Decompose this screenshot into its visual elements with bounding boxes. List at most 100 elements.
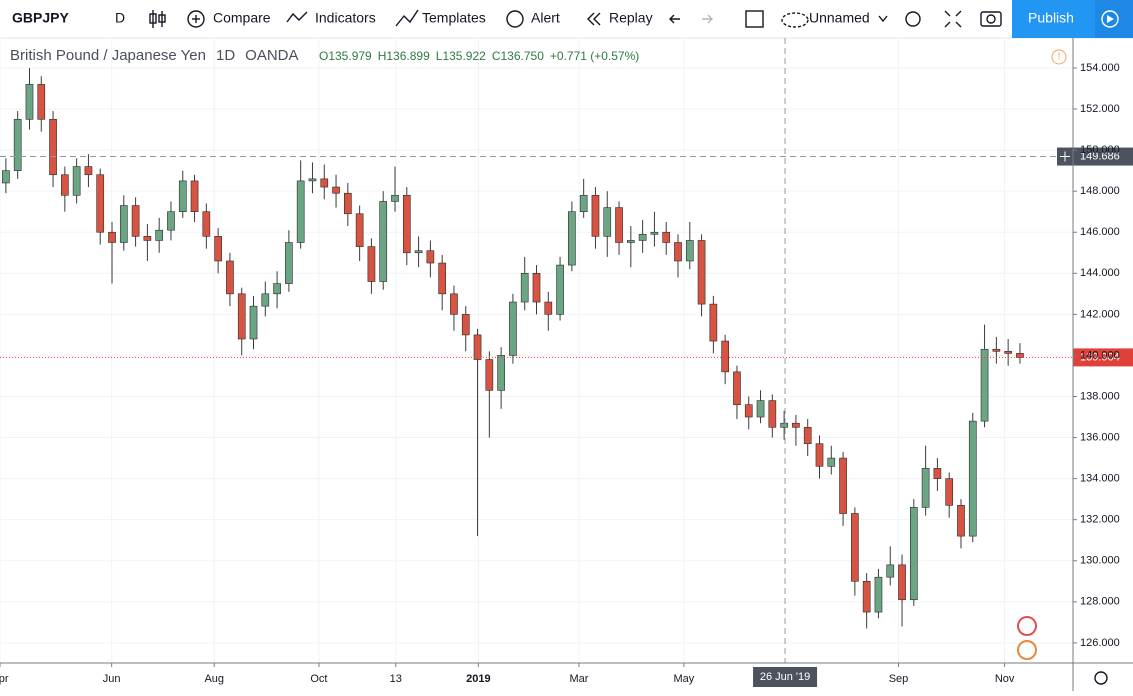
replay-button[interactable]: Replay <box>609 10 653 26</box>
interval[interactable]: D <box>115 10 125 26</box>
x-tick-label: Mar <box>569 673 588 685</box>
stream-play <box>1107 15 1114 23</box>
legend-title: British Pound / Japanese Yen 1D OANDA <box>10 47 299 64</box>
y-tick-label: 148.000 <box>1080 185 1120 197</box>
crosshair-price-box <box>1073 147 1133 166</box>
candle-body <box>379 201 388 282</box>
event-badge[interactable] <box>1017 616 1037 636</box>
candle-body <box>945 478 954 506</box>
layout-dropdown[interactable] <box>878 15 888 23</box>
candle-body <box>61 174 69 196</box>
fullscreen-icon[interactable] <box>745 10 764 28</box>
replay-icon[interactable] <box>587 12 595 26</box>
legend-change: +0.771 (+0.57%) <box>550 49 639 63</box>
candle-body <box>874 576 883 613</box>
candle-body <box>1016 353 1024 358</box>
candle-body <box>721 340 729 373</box>
cloud-icon[interactable] <box>781 12 809 28</box>
x-tick-label: Nov <box>995 673 1015 685</box>
candle-body <box>968 420 977 537</box>
event-badge-2[interactable] <box>1017 640 1037 660</box>
candle-body <box>261 293 270 307</box>
candle-body <box>226 260 234 295</box>
snapshot-lens <box>986 14 996 24</box>
legend-open: O135.979 <box>319 49 372 63</box>
candle-body <box>933 468 942 479</box>
replay-icon-2[interactable] <box>593 12 601 26</box>
candle-body <box>178 180 187 213</box>
x-tick-label: Sep <box>889 673 909 685</box>
indicators-icon[interactable] <box>286 11 308 23</box>
x-tick-label: May <box>673 673 694 685</box>
legend-low: L135.922 <box>436 49 486 63</box>
settings-icon[interactable] <box>905 11 921 27</box>
candle-body <box>792 422 800 428</box>
candle-body <box>391 194 399 202</box>
legend-interval: 1D <box>216 47 235 64</box>
y-tick-label: 154.000 <box>1080 62 1120 74</box>
candle-body <box>119 205 128 243</box>
axis-settings-icon[interactable] <box>1094 671 1108 685</box>
y-tick-label: 132.000 <box>1080 514 1120 526</box>
candle-body <box>756 400 765 418</box>
candle-body <box>886 564 895 578</box>
candle-body <box>426 250 435 264</box>
candle-body <box>815 443 824 467</box>
symbol[interactable]: GBPJPY <box>12 10 69 26</box>
candle-body <box>25 84 34 120</box>
x-tick-label: 13 <box>390 673 402 685</box>
crosshair-plus <box>1060 151 1070 162</box>
publish-button[interactable]: Publish <box>1028 10 1074 26</box>
snapshot-icon[interactable] <box>980 11 1002 27</box>
candle-body <box>898 564 906 601</box>
compare-icon[interactable] <box>187 10 205 28</box>
symbol-name: British Pound / Japanese Yen <box>10 47 206 64</box>
redo-icon[interactable] <box>702 14 713 24</box>
candle-body <box>367 246 376 282</box>
candle-body <box>461 314 470 336</box>
alert-icon[interactable] <box>506 10 524 28</box>
candle-body <box>344 192 352 215</box>
candle-body <box>957 505 965 537</box>
layout-name[interactable]: Unnamed <box>809 10 870 26</box>
candle-body <box>744 404 753 418</box>
candle-body <box>579 194 588 213</box>
candle-body <box>237 293 246 340</box>
candle-body <box>273 283 281 295</box>
x-tick-label: Aug <box>204 673 224 685</box>
candle-body <box>37 84 46 120</box>
y-tick-label: 128.000 <box>1080 596 1120 608</box>
candle-body <box>556 264 564 315</box>
candles <box>2 67 1024 629</box>
y-tick-label: 150.000 <box>1080 144 1120 156</box>
candle-body <box>72 166 81 196</box>
legend-close: C136.750 <box>492 49 544 63</box>
compare-button[interactable]: Compare <box>213 10 271 26</box>
candle-body <box>851 513 859 582</box>
candle-body <box>320 178 329 188</box>
candle-body <box>202 211 211 237</box>
publish-button-bg[interactable] <box>1012 0 1095 38</box>
warning-icon[interactable] <box>1051 49 1067 65</box>
y-tick-label: 146.000 <box>1080 226 1120 238</box>
candle-body <box>733 371 741 406</box>
templates-icon[interactable] <box>395 9 419 27</box>
indicators-button[interactable]: Indicators <box>315 10 376 26</box>
candle-body <box>638 233 647 241</box>
candle-body <box>674 242 682 262</box>
y-tick-label: 126.000 <box>1080 637 1120 649</box>
candle-body <box>438 262 447 295</box>
alert-button[interactable]: Alert <box>531 10 560 26</box>
candle-body <box>980 348 989 422</box>
candle-body <box>626 240 635 243</box>
candle-body <box>697 240 706 305</box>
candle-body <box>544 301 553 315</box>
undo-icon[interactable] <box>669 14 680 24</box>
candle-body <box>992 348 1001 352</box>
y-tick-label: 152.000 <box>1080 103 1120 115</box>
templates-button[interactable]: Templates <box>422 10 486 26</box>
chart-type-icon[interactable] <box>149 10 166 28</box>
expand-icon[interactable] <box>944 10 962 28</box>
